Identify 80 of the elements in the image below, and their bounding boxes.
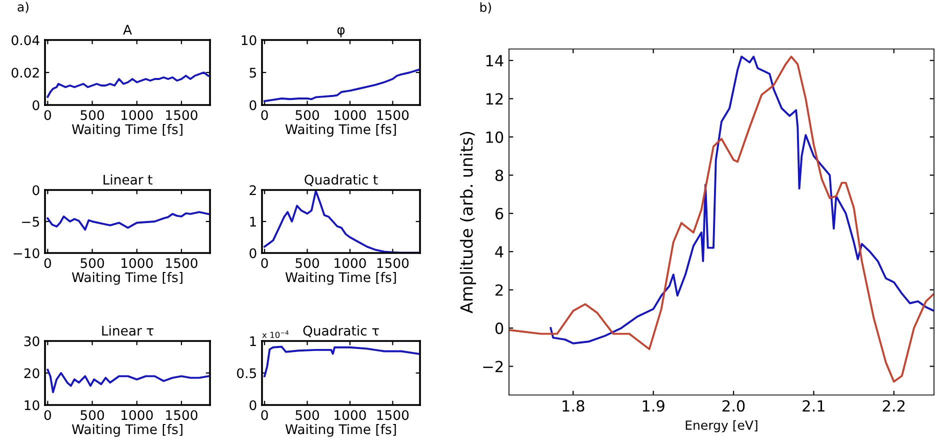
y-tick-label: 10	[486, 131, 504, 143]
text: x 10$^{−4}$	[262, 330, 289, 338]
y-tick-label: 0.5	[237, 368, 256, 378]
line-series	[264, 68, 420, 102]
chart-title: Quadratic τ	[303, 325, 379, 338]
x-tick-label: 0	[261, 258, 268, 268]
y-tick-label: 2	[250, 185, 256, 196]
chart-title: A	[123, 24, 132, 34]
y-tick-label: 1	[250, 216, 256, 227]
x-tick-label: 1000	[334, 110, 366, 120]
x-tick-label: 1.8	[562, 400, 584, 412]
y-tick-label: 4	[495, 246, 504, 258]
y-tick-label: 0	[250, 100, 256, 110]
x-axis-title: Waiting Time [fs]	[285, 272, 396, 285]
chart-title: Quadratic t	[304, 174, 378, 186]
line-series	[509, 56, 934, 383]
x-tick-label: 500	[296, 110, 319, 120]
x-tick-label: 500	[296, 410, 319, 420]
x-tick-label: 500	[80, 258, 104, 268]
x-tick-label: 2.1	[802, 400, 824, 412]
y-tick-label: 12	[486, 93, 503, 105]
line-series	[264, 190, 420, 253]
x-tick-label: 1000	[334, 258, 366, 268]
x-tick-label: 0	[44, 110, 51, 120]
x-tick-label: 1500	[377, 110, 409, 120]
x-tick-label: 1.9	[642, 400, 664, 412]
y-axis-title: Amplitude (arb. units)	[460, 132, 476, 314]
line-series	[46, 72, 210, 98]
y-tick-label: 30	[24, 336, 40, 346]
y-tick-label: 0	[250, 248, 256, 258]
y-tick-label: −2	[483, 360, 503, 372]
line-series	[264, 346, 420, 378]
line-series	[46, 211, 210, 231]
x-tick-label: 500	[80, 110, 104, 120]
y-tick-label: −10	[14, 248, 40, 258]
x-axis-title: Waiting Time [fs]	[285, 124, 396, 137]
x-axis-title: Energy [eV]	[686, 420, 758, 432]
line-series	[46, 368, 210, 394]
x-tick-label: 1500	[166, 258, 198, 268]
chart-title: Linear t	[104, 174, 152, 185]
x-axis-title: Waiting Time [fs]	[72, 124, 182, 137]
chart-title: φ	[337, 27, 345, 38]
x-tick-label: 2.2	[882, 400, 905, 412]
x-tick-label: 500	[80, 410, 104, 420]
x-tick-label: 1000	[122, 410, 153, 420]
line-series	[550, 56, 934, 344]
x-tick-label: 1000	[122, 258, 153, 268]
x-tick-label: 0	[261, 410, 268, 420]
y-tick-label: 0	[495, 322, 504, 334]
x-axis-title: Waiting Time [fs]	[72, 272, 182, 285]
y-tick-label: 0.04	[12, 35, 40, 46]
x-axis-title: Waiting Time [fs]	[285, 424, 396, 437]
x-tick-label: 1500	[377, 410, 409, 420]
y-tick-label: 5	[250, 68, 256, 78]
chart-title: Linear τ	[102, 325, 154, 336]
y-tick-label: 2	[496, 284, 503, 296]
y-tick-label: 10	[242, 35, 256, 46]
x-tick-label: 0	[44, 258, 51, 268]
y-tick-label: 20	[24, 368, 40, 378]
y-tick-label: 1	[250, 336, 256, 346]
x-tick-label: 0	[261, 110, 268, 120]
y-tick-label: 8	[495, 170, 504, 182]
y-tick-label: 0.02	[12, 68, 39, 78]
x-tick-label: 1500	[166, 110, 198, 120]
y-tick-label: 6	[495, 208, 504, 220]
text: b)	[480, 2, 491, 14]
y-tick-label: 0	[32, 100, 40, 110]
y-tick-label: 14	[486, 55, 504, 66]
x-tick-label: 1000	[334, 410, 366, 420]
x-tick-label: 1500	[166, 410, 198, 420]
x-axis-title: Waiting Time [fs]	[72, 424, 182, 437]
x-tick-label: 2.0	[722, 400, 745, 412]
text: a)	[18, 2, 28, 14]
y-tick-label: 0	[32, 185, 40, 196]
x-tick-label: 1000	[122, 110, 153, 120]
y-tick-label: 10	[24, 400, 40, 410]
y-tick-label: −5	[22, 216, 39, 227]
x-tick-label: 1500	[377, 258, 409, 268]
x-tick-label: 500	[296, 258, 319, 268]
x-tick-label: 0	[44, 410, 51, 420]
